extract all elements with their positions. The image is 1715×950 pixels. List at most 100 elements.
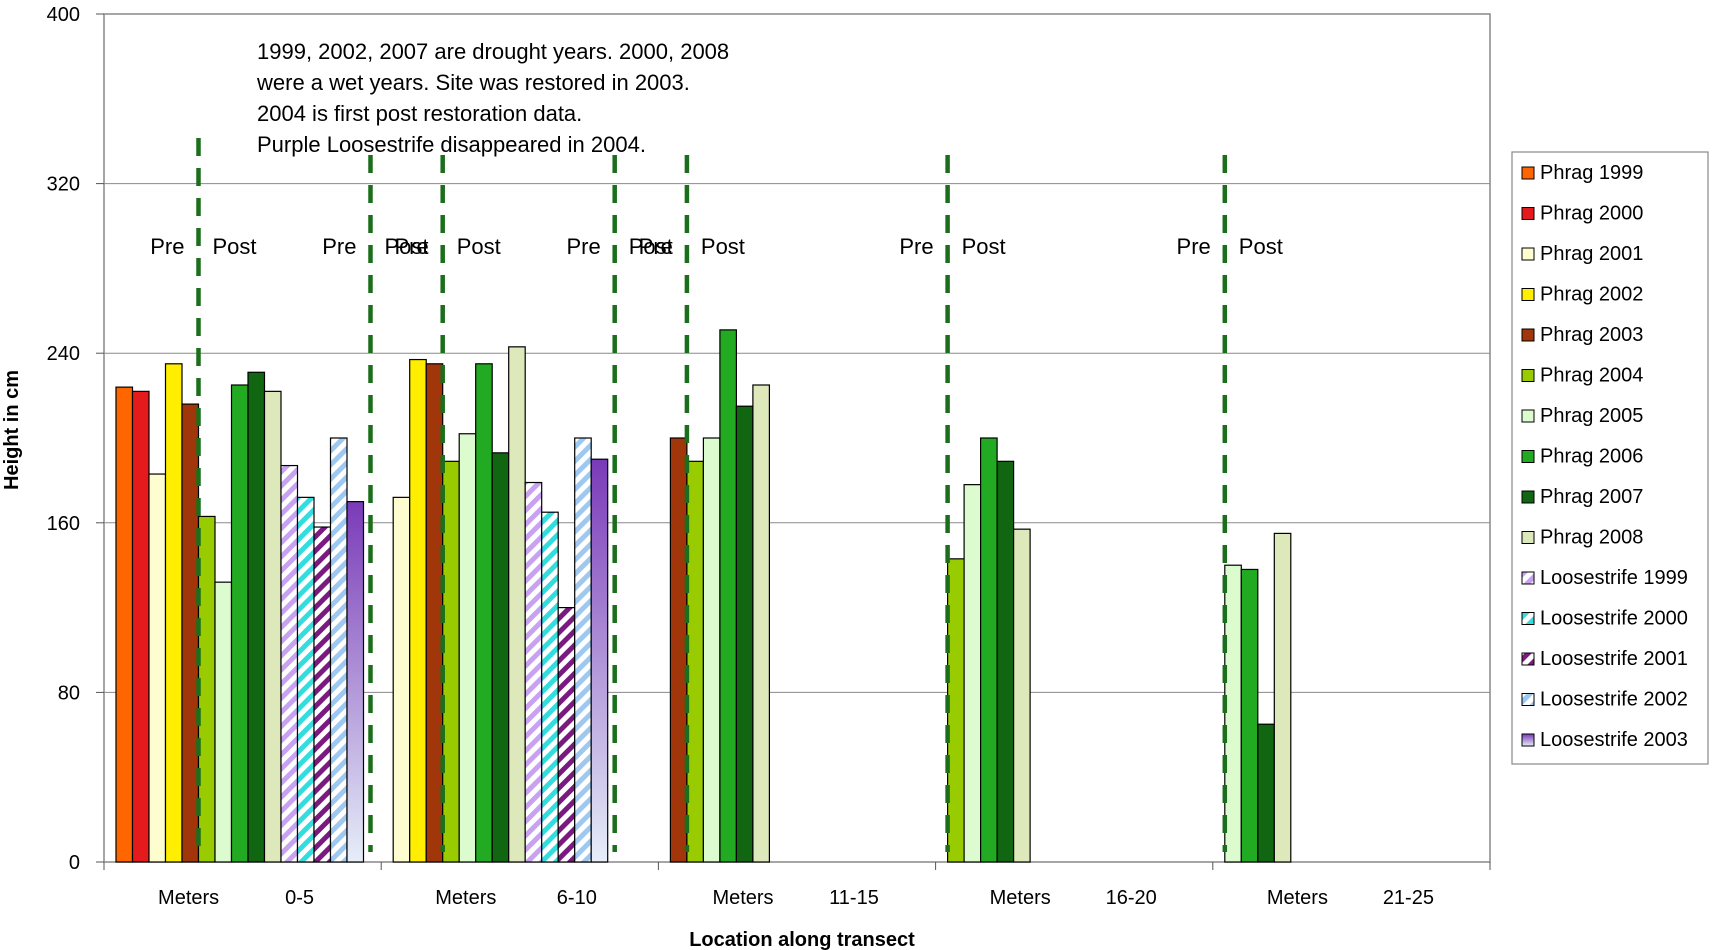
- post-label: Post: [213, 234, 257, 259]
- bar-phrag-2002: [164, 363, 183, 863]
- legend-label: Loosestrife 2002: [1540, 689, 1688, 711]
- bar-loosestrife-1999: [280, 464, 299, 863]
- bar-phrag-2008: [752, 384, 771, 863]
- pre-label: Pre: [150, 234, 184, 259]
- legend-box: [1511, 151, 1709, 765]
- legend-swatch: [1521, 288, 1535, 301]
- legend-swatch: [1521, 207, 1535, 220]
- x-tick-label: Meters 11-15: [712, 887, 878, 909]
- bar-loosestrife-2001: [313, 526, 332, 863]
- annotation-line: 1999, 2002, 2007 are drought years. 2000…: [257, 39, 729, 64]
- post-label: Post: [1239, 234, 1283, 259]
- legend-swatch: [1521, 733, 1535, 747]
- bar-phrag-2004: [197, 515, 216, 863]
- bar-phrag-2004: [686, 460, 705, 863]
- bar-phrag-2005: [1224, 564, 1242, 863]
- bar-loosestrife-2002: [574, 437, 592, 863]
- bar-phrag-2002: [409, 358, 427, 863]
- bar-phrag-2001: [392, 496, 411, 863]
- bar-phrag-2008: [508, 346, 526, 863]
- pre-label: Pre: [1177, 234, 1211, 259]
- x-tick-label: Meters 0-5: [158, 887, 314, 909]
- legend-label: Loosestrife 1999: [1540, 567, 1688, 589]
- bar-phrag-2003: [425, 363, 444, 863]
- bar-phrag-2006: [230, 384, 249, 863]
- bars: [115, 329, 1292, 863]
- y-axis-title: Height in cm: [1, 370, 23, 490]
- x-tick-label: Meters 16-20: [990, 887, 1157, 909]
- bar-phrag-2007: [247, 371, 266, 863]
- bar-loosestrife-1999: [524, 481, 543, 863]
- pre-label: Pre: [322, 234, 356, 259]
- bar-phrag-2003: [669, 437, 688, 863]
- annotation-line: were a wet years. Site was restored in 2…: [256, 70, 690, 95]
- bar-loosestrife-2001: [557, 606, 576, 863]
- bar-phrag-2006: [1240, 568, 1259, 863]
- legend-label: Loosestrife 2000: [1540, 608, 1688, 630]
- legend-label: Phrag 2001: [1540, 243, 1643, 265]
- bar-phrag-2006: [979, 437, 998, 863]
- legend-label: Phrag 1999: [1540, 162, 1643, 184]
- bar-phrag-2003: [181, 403, 200, 863]
- bar-phrag-2004: [946, 558, 965, 863]
- pre-label: Pre: [394, 234, 428, 259]
- y-tick-label: 240: [47, 343, 80, 365]
- post-label: Post: [701, 234, 745, 259]
- legend-label: Loosestrife 2001: [1540, 648, 1688, 670]
- annotation-line: 2004 is first post restoration data.: [257, 101, 582, 126]
- legend-swatch: [1521, 409, 1535, 423]
- legend-label: Phrag 2007: [1540, 486, 1643, 508]
- bar-phrag-2007: [1257, 723, 1275, 863]
- post-label: Post: [457, 234, 501, 259]
- y-tick-label: 160: [47, 513, 80, 535]
- y-tick-label: 80: [58, 682, 80, 704]
- x-tick-label: Meters 6-10: [435, 887, 597, 909]
- bar-phrag-2005: [458, 433, 477, 863]
- legend-swatch: [1521, 247, 1535, 261]
- bar-phrag-2008: [263, 390, 282, 863]
- legend-swatch: [1521, 450, 1535, 463]
- bar-phrag-2004: [442, 460, 460, 863]
- bar-phrag-2005: [963, 484, 982, 863]
- legend-swatch: [1521, 531, 1535, 544]
- legend-swatch: [1521, 612, 1535, 625]
- bar-phrag-2005: [214, 581, 233, 863]
- legend-swatch: [1521, 328, 1535, 342]
- bar-phrag-2001: [148, 473, 167, 863]
- x-tick-label: Meters 21-25: [1267, 887, 1434, 909]
- post-label: Post: [629, 234, 673, 259]
- post-label: Post: [962, 234, 1006, 259]
- axes: 0 80 160 240 320 400 Meters 0-5 Meters 6-10 Meters…: [47, 4, 1491, 909]
- legend-swatch: [1521, 652, 1535, 666]
- y-tick-label: 400: [47, 4, 80, 26]
- legend-swatch: [1521, 369, 1535, 382]
- bar-phrag-2007: [735, 405, 754, 863]
- legend-label: Phrag 2000: [1540, 203, 1643, 225]
- pre-label: Pre: [566, 234, 600, 259]
- legend-label: Phrag 2003: [1540, 324, 1643, 346]
- pre-label: Pre: [899, 234, 933, 259]
- bar-loosestrife-2000: [296, 496, 315, 863]
- bar-phrag-2008: [1273, 532, 1292, 863]
- legend-label: Loosestrife 2003: [1540, 729, 1688, 751]
- bar-phrag-1999: [115, 386, 134, 863]
- legend-swatch: [1521, 571, 1535, 585]
- bar-loosestrife-2003: [346, 501, 365, 863]
- legend-label: Phrag 2008: [1540, 527, 1643, 549]
- annotation-line: Purple Loosestrife disappeared in 2004.: [257, 132, 646, 157]
- pre-label: Pre: [639, 234, 673, 259]
- legend: Phrag 1999 Phrag 2000 Phrag 2001 Phrag 2002…: [1511, 151, 1709, 765]
- bar-phrag-2007: [491, 452, 510, 863]
- bar-phrag-2000: [131, 390, 150, 863]
- legend-label: Phrag 2006: [1540, 446, 1643, 468]
- bar-phrag-2006: [719, 329, 738, 863]
- legend-label: Phrag 2002: [1540, 284, 1643, 306]
- bar-loosestrife-2002: [329, 437, 348, 863]
- post-label: Post: [385, 234, 429, 259]
- y-tick-label: 0: [69, 852, 80, 874]
- annotation-note: 1999, 2002, 2007 are drought years. 2000…: [256, 39, 729, 157]
- bar-phrag-2006: [475, 363, 493, 863]
